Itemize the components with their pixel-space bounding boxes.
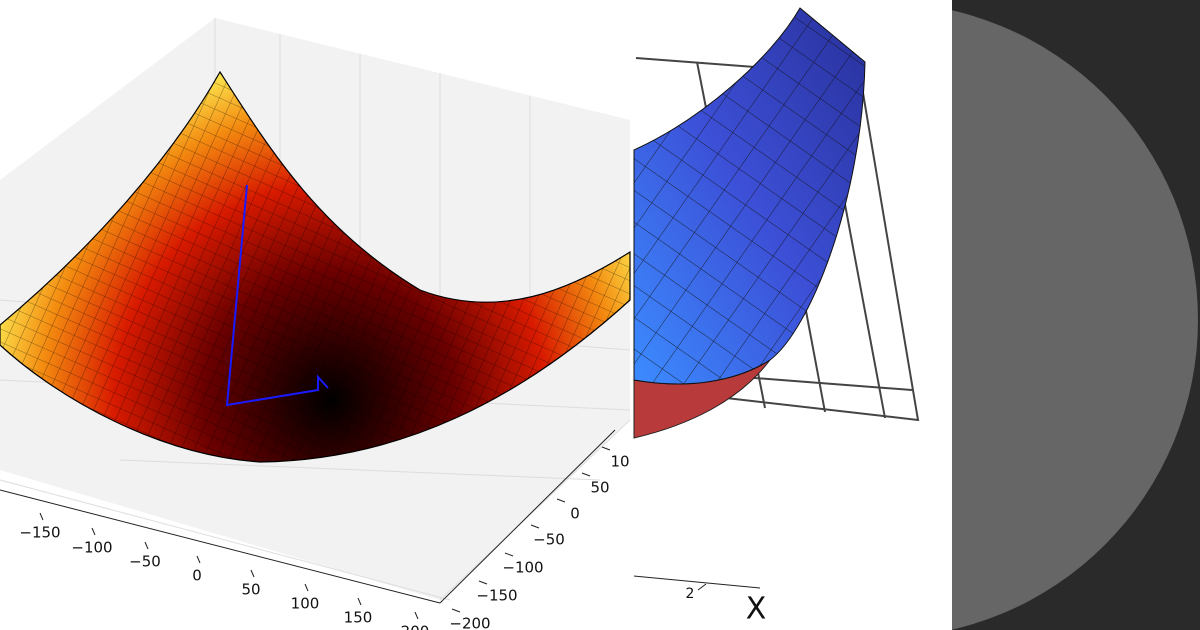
axis-label: X: [746, 592, 767, 627]
x-tick: [39, 512, 44, 521]
y-tick: [478, 580, 488, 585]
x-tick: [144, 541, 149, 550]
y-tick-label: −50: [533, 531, 565, 549]
x-tick: [196, 555, 201, 564]
x-tick: [414, 611, 419, 620]
y-tick: [530, 524, 540, 529]
y-tick-label: −200: [449, 615, 490, 630]
x-tick-label: 50: [241, 581, 260, 599]
tick-label: 2: [686, 586, 695, 602]
x-tick-label: −50: [129, 553, 161, 571]
y-tick-label: 50: [590, 479, 609, 497]
surface-mesh: [634, 8, 865, 384]
x-tick: [91, 527, 96, 536]
y-tick: [601, 446, 611, 451]
y-tick-label: −100: [502, 559, 543, 577]
x-tick-label: 0: [192, 567, 202, 585]
y-tick: [581, 472, 591, 477]
x-tick: [357, 597, 362, 606]
y-tick: [504, 552, 514, 557]
x-tick-label: 200: [401, 623, 430, 630]
circle: [952, 10, 1198, 630]
x-axis-right: [633, 575, 761, 589]
y-tick-label: 0: [570, 505, 580, 523]
x-axis: [0, 489, 441, 604]
descent-path: [225, 184, 329, 407]
surface: [0, 70, 631, 463]
x-tick: [250, 569, 255, 578]
x-tick-label: 100: [291, 595, 320, 613]
y-tick-label: 10: [610, 453, 629, 471]
x-tick-label: −100: [71, 539, 112, 557]
x-tick-label: 150: [344, 609, 373, 627]
y-tick-label: −150: [476, 587, 517, 605]
tick: [697, 583, 707, 591]
y-axis: [439, 429, 616, 604]
x-tick: [304, 583, 309, 592]
y-tick: [556, 498, 566, 503]
x-tick-label: −150: [19, 524, 60, 542]
y-tick: [451, 608, 461, 613]
